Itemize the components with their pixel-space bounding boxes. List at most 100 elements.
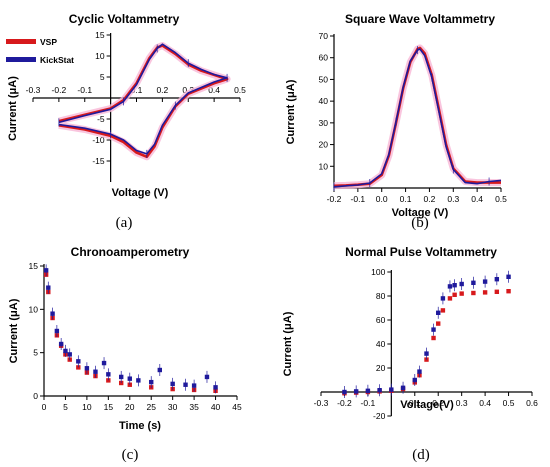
ca-ytick-label: 0 bbox=[33, 391, 38, 401]
swv-ytick-label: 40 bbox=[319, 96, 329, 106]
npv-ytick-label: -20 bbox=[373, 411, 386, 421]
swv-ytick-label: 50 bbox=[319, 74, 329, 84]
ca-xtick-label: 20 bbox=[125, 402, 135, 412]
swv-xtick-label: 0.4 bbox=[471, 194, 483, 204]
npv-point-vsp bbox=[494, 289, 500, 294]
ca-point-kickstat bbox=[67, 352, 72, 357]
npv-point-vsp bbox=[459, 291, 464, 296]
ca-point-kickstat bbox=[149, 379, 154, 385]
npv-xlabel: Voltage(V) bbox=[400, 399, 454, 411]
npv-point-kickstat bbox=[400, 385, 406, 390]
cv-title: Cyclic Voltammetry bbox=[69, 12, 180, 26]
cv-xtick-label: -0.1 bbox=[77, 85, 92, 95]
npv-point-kickstat bbox=[377, 388, 382, 393]
ca-point-kickstat bbox=[76, 359, 81, 364]
ca-xtick-label: 5 bbox=[63, 402, 68, 412]
ca-point-vsp bbox=[76, 365, 81, 370]
ca-point-kickstat bbox=[157, 367, 162, 373]
npv-point-kickstat bbox=[494, 277, 500, 282]
npv-point-vsp bbox=[431, 335, 436, 341]
ca-point-kickstat bbox=[119, 374, 124, 380]
ca-xlabel: Time (s) bbox=[119, 420, 161, 432]
ca-point-kickstat bbox=[63, 348, 68, 354]
ca-xtick-label: 10 bbox=[82, 402, 92, 412]
swv-ytick-label: 70 bbox=[319, 31, 329, 41]
ca-point-kickstat bbox=[84, 366, 90, 371]
cv-xtick-label: -0.3 bbox=[26, 85, 41, 95]
swv-chart: Square Wave Voltammetry -0.2 -0.1 0.0 0.1 0.2… bbox=[285, 12, 507, 231]
npv-ylabel: Current (μA) bbox=[282, 311, 294, 376]
npv-xtick-label: 0.4 bbox=[479, 398, 491, 408]
legend-swatch-kickstat bbox=[6, 57, 36, 62]
ca-point-kickstat bbox=[183, 382, 188, 387]
ca-point-kickstat bbox=[54, 328, 60, 334]
swv-title: Square Wave Voltammetry bbox=[345, 12, 495, 26]
ca-point-kickstat bbox=[204, 374, 210, 380]
cv-xtick-label: 0.4 bbox=[208, 85, 220, 95]
npv-xtick-label: 0.2 bbox=[432, 398, 444, 408]
legend-label-vsp: VSP bbox=[40, 37, 57, 47]
npv-title: Normal Pulse Voltammetry bbox=[345, 245, 497, 259]
npv-ytick-label: 80 bbox=[376, 291, 386, 301]
npv-point-kickstat bbox=[459, 281, 464, 287]
cv-series-kickstat bbox=[58, 43, 228, 155]
npv-point-kickstat bbox=[452, 283, 457, 288]
npv-ytick-label: 40 bbox=[376, 339, 386, 349]
npv-ytick-label: 100 bbox=[371, 267, 385, 277]
swv-series-kickstat bbox=[333, 48, 502, 188]
swv-xtick-label: 0.3 bbox=[447, 194, 459, 204]
swv-series-vsp bbox=[333, 46, 501, 188]
ca-point-kickstat bbox=[50, 311, 55, 316]
npv-point-vsp bbox=[506, 289, 511, 294]
npv-point-vsp bbox=[436, 321, 441, 326]
cv-ytick-label: 10 bbox=[95, 51, 105, 61]
swv-xtick-label: -0.2 bbox=[327, 194, 342, 204]
npv-point-kickstat bbox=[353, 389, 359, 394]
npv-xtick-label: 0.6 bbox=[526, 398, 538, 408]
cv-chart: Cyclic Voltammetry-0.3 -0.2 -0.1 0.1 0.2 0.3 0… bbox=[6, 12, 246, 231]
npv-xtick-label: 0.5 bbox=[503, 398, 515, 408]
npv-xtick-label: 0.3 bbox=[456, 398, 468, 408]
swv-xtick-label: 0.0 bbox=[376, 194, 388, 204]
cv-xtick-label: 0.2 bbox=[156, 85, 168, 95]
cv-ylabel: Current (μA) bbox=[7, 76, 19, 141]
npv-point-vsp bbox=[452, 292, 457, 297]
npv-point-kickstat bbox=[412, 377, 417, 383]
swv-xtick-label: 0.2 bbox=[424, 194, 436, 204]
npv-point-vsp bbox=[471, 290, 476, 296]
ca-ytick-label: 15 bbox=[29, 261, 39, 271]
npv-ytick-label: 20 bbox=[376, 363, 386, 373]
ca-point-vsp bbox=[119, 380, 124, 386]
npv-point-vsp bbox=[447, 296, 453, 301]
cv-xtick-label: 0.1 bbox=[131, 85, 143, 95]
swv-ytick-label: 20 bbox=[319, 140, 329, 150]
ca-point-kickstat bbox=[127, 376, 132, 381]
cv-series-vsp bbox=[58, 44, 229, 159]
npv-xtick-label: 0.1 bbox=[409, 398, 421, 408]
ca-xtick-label: 35 bbox=[189, 402, 199, 412]
npv-point-kickstat bbox=[424, 351, 429, 356]
npv-point-vsp bbox=[482, 290, 488, 295]
npv-xtick-label: -0.2 bbox=[337, 398, 352, 408]
npv-point-kickstat bbox=[506, 274, 511, 279]
cv-ytick-label: -10 bbox=[92, 135, 105, 145]
npv-point-kickstat bbox=[417, 369, 422, 374]
ca-chart: Chronoamperometry 0 5 10 15 20 25 30 35 40 45 15 10 5… bbox=[8, 245, 242, 463]
ca-point-vsp bbox=[127, 382, 132, 387]
cv-caption: (a) bbox=[116, 215, 133, 231]
npv-point-kickstat bbox=[389, 387, 394, 392]
swv-ylabel: Current (μA) bbox=[285, 79, 297, 144]
swv-vsp-halo bbox=[333, 44, 501, 190]
ca-ylabel: Current (μA) bbox=[8, 298, 20, 363]
ca-point-kickstat bbox=[93, 369, 98, 374]
ca-xtick-label: 45 bbox=[232, 402, 242, 412]
ca-point-kickstat bbox=[213, 385, 218, 390]
ca-point-kickstat bbox=[58, 341, 64, 347]
ca-xtick-label: 0 bbox=[42, 402, 47, 412]
npv-point-kickstat bbox=[471, 280, 476, 285]
swv-xlabel: Voltage (V) bbox=[392, 207, 449, 219]
npv-ytick-label: 60 bbox=[376, 315, 386, 325]
cv-ytick-label: 5 bbox=[100, 72, 105, 82]
cv-xtick-label: 0.5 bbox=[234, 85, 246, 95]
ca-caption: (c) bbox=[122, 447, 139, 463]
